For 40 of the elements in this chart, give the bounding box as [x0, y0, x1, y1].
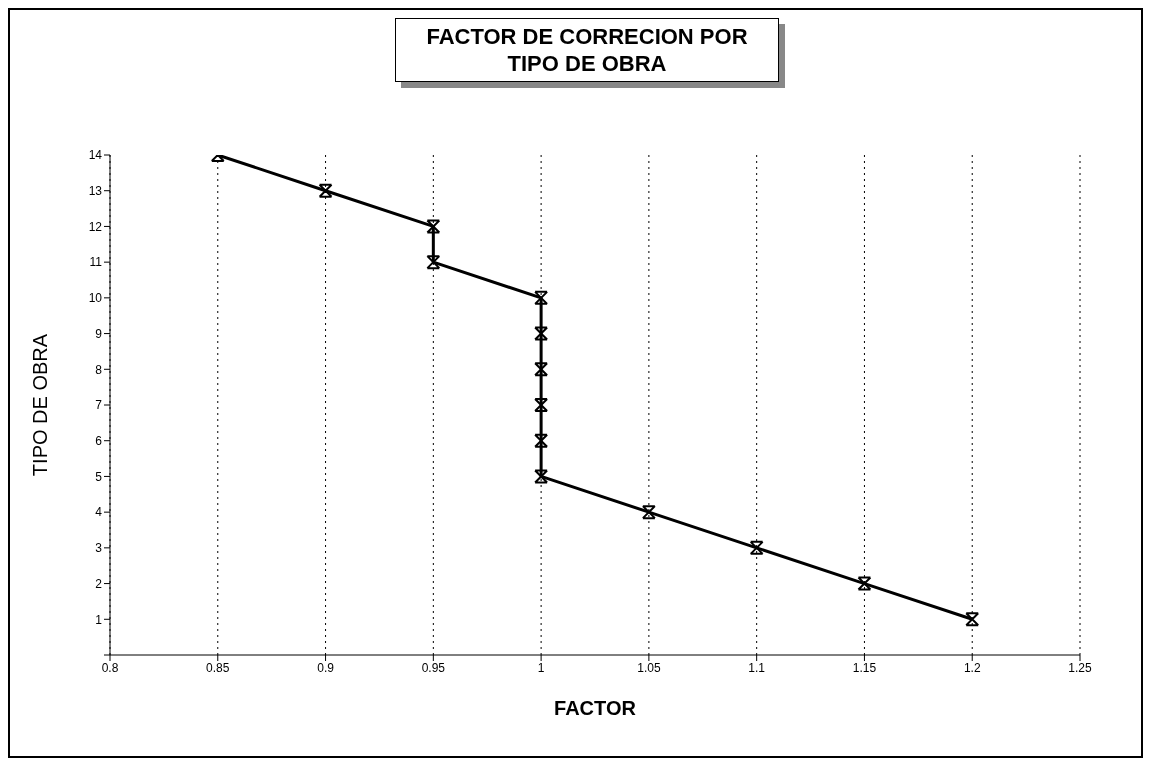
x-tick-label: 1.15: [852, 660, 877, 675]
y-tick-label: 5: [95, 469, 103, 484]
point: [318, 183, 333, 198]
y-tick-label: 2: [95, 576, 103, 591]
point: [965, 612, 980, 627]
point: [426, 219, 441, 234]
x-tick-label: 0.95: [421, 660, 446, 675]
x-tick-label: 1.1: [748, 660, 766, 675]
point: [534, 398, 549, 412]
y-tick-label: 4: [95, 505, 103, 520]
x-tick-label: 1.05: [637, 660, 661, 675]
point: [534, 362, 549, 377]
point: [857, 576, 872, 591]
x-tick-label: 1: [537, 660, 545, 675]
point: [534, 326, 549, 341]
y-tick-label: 10: [88, 291, 103, 306]
point: [749, 540, 764, 555]
point: [534, 433, 549, 448]
chart-title: FACTOR DE CORRECION POR TIPO DE OBRA: [395, 18, 779, 82]
y-tick-label: 13: [88, 183, 103, 198]
point: [534, 469, 549, 484]
y-axis-title: TIPO DE OBRA: [29, 333, 52, 477]
x-axis-title: FACTOR: [554, 697, 637, 719]
y-tick-label: 3: [95, 541, 103, 556]
point: [534, 290, 549, 305]
x-tick-label: 0.8: [101, 660, 119, 675]
x-tick-label: 1.2: [963, 660, 981, 675]
point: [426, 255, 441, 270]
y-tick-label: 9: [95, 326, 103, 341]
point: [641, 505, 656, 520]
y-tick-label: 7: [95, 398, 103, 413]
y-tick-label: 1: [95, 612, 103, 627]
y-tick-label: 12: [88, 219, 103, 234]
y-tick-label: 6: [95, 433, 103, 448]
y-tick-label: 8: [95, 362, 103, 377]
x-tick-label: 0.85: [206, 660, 230, 675]
x-tick-label: 0.9: [317, 660, 335, 675]
x-tick-label: 1.25: [1068, 660, 1092, 675]
y-tick-label: 14: [88, 148, 103, 163]
y-tick-label: 11: [89, 255, 103, 270]
